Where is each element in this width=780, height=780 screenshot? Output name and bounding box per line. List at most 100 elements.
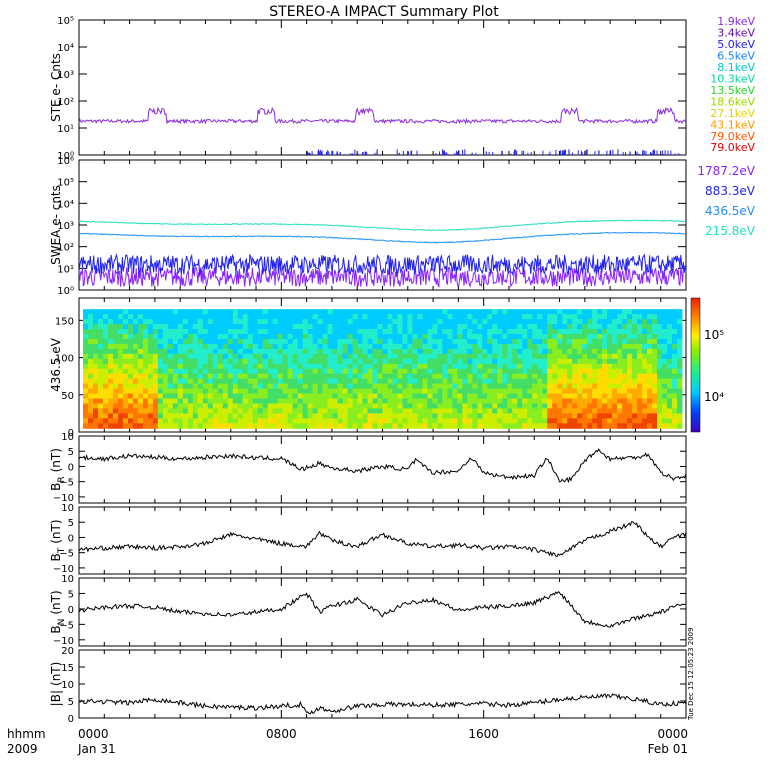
heatmap-cell xyxy=(112,358,119,365)
heatmap-cell xyxy=(192,319,199,325)
heatmap-cell xyxy=(382,338,388,345)
heatmap-cell xyxy=(562,324,568,330)
heatmap-cell xyxy=(207,353,214,360)
heatmap-cell xyxy=(257,314,264,320)
heatmap-cell xyxy=(677,368,683,375)
heatmap-cell xyxy=(407,363,413,370)
heatmap-cell xyxy=(607,403,613,409)
heatmap-cell xyxy=(462,378,468,385)
heatmap-cell xyxy=(227,418,234,424)
heatmap-cell xyxy=(87,418,94,424)
heatmap-cell xyxy=(392,333,398,340)
heatmap-cell xyxy=(552,378,558,385)
heatmap-cell xyxy=(117,388,124,395)
heatmap-cell xyxy=(602,324,608,330)
heatmap-cell xyxy=(432,418,438,424)
heatmap-cell xyxy=(287,338,294,345)
heatmap-cell xyxy=(597,314,603,320)
heatmap-cell xyxy=(182,333,189,340)
heatmap-cell xyxy=(397,373,403,380)
heatmap-cell xyxy=(582,348,588,355)
heatmap-cell xyxy=(647,324,653,330)
heatmap-cell xyxy=(447,413,453,419)
heatmap-cell xyxy=(527,393,533,399)
heatmap-cell xyxy=(467,403,473,409)
heatmap-cell xyxy=(112,388,119,395)
heatmap-cell xyxy=(142,368,149,375)
heatmap-cell xyxy=(622,393,628,399)
heatmap-cell xyxy=(612,378,618,385)
heatmap-cell xyxy=(662,388,668,395)
heatmap-cell xyxy=(457,343,463,350)
heatmap-cell xyxy=(437,338,443,345)
heatmap-cell xyxy=(292,333,299,340)
heatmap-cell xyxy=(677,358,683,365)
heatmap-cell xyxy=(397,403,403,409)
heatmap-cell xyxy=(582,393,588,399)
heatmap-cell xyxy=(92,393,99,399)
heatmap-cell xyxy=(147,418,154,424)
heatmap-cell xyxy=(367,403,374,409)
heatmap-cell xyxy=(517,418,523,424)
heatmap-cell xyxy=(517,358,523,365)
heatmap-cell xyxy=(647,393,653,399)
heatmap-cell xyxy=(392,348,398,355)
heatmap-cell xyxy=(172,353,179,360)
heatmap-cell xyxy=(142,329,149,335)
heatmap-cell xyxy=(507,383,513,390)
heatmap-cell xyxy=(302,348,309,355)
heatmap-cell xyxy=(247,403,254,409)
heatmap-cell xyxy=(442,398,448,404)
heatmap-cell xyxy=(367,358,374,365)
heatmap-cell xyxy=(87,353,94,360)
heatmap-cell xyxy=(167,363,174,370)
legend-entry: 215.8eV xyxy=(705,224,756,238)
heatmap-cell xyxy=(562,378,568,385)
heatmap-cell xyxy=(392,418,398,424)
heatmap-cell xyxy=(527,324,533,330)
heatmap-cell xyxy=(477,383,483,390)
heatmap-cell xyxy=(592,338,598,345)
heatmap-cell xyxy=(562,413,568,419)
heatmap-cell xyxy=(442,368,448,375)
heatmap-cell xyxy=(672,353,678,360)
heatmap-cell xyxy=(372,333,379,340)
heatmap-cell xyxy=(387,398,393,404)
heatmap-cell xyxy=(132,324,139,330)
heatmap-cell xyxy=(167,319,174,325)
heatmap-cell xyxy=(422,368,428,375)
heatmap-cell xyxy=(592,363,598,370)
heatmap-cell xyxy=(287,408,294,414)
heatmap-cell xyxy=(372,348,379,355)
heatmap-cell xyxy=(617,353,623,360)
heatmap-cell xyxy=(377,418,383,424)
heatmap-cell xyxy=(482,314,488,320)
heatmap-cell xyxy=(312,373,319,380)
heatmap-cell xyxy=(337,378,344,385)
heatmap-cell xyxy=(417,314,423,320)
heatmap-cell xyxy=(162,343,169,350)
heatmap-cell xyxy=(357,348,364,355)
heatmap-cell xyxy=(427,408,433,414)
heatmap-cell xyxy=(627,393,633,399)
heatmap-cell xyxy=(422,333,428,340)
heatmap-cell xyxy=(502,324,508,330)
heatmap-cell xyxy=(677,348,683,355)
heatmap-cell xyxy=(507,403,513,409)
heatmap-cell xyxy=(197,348,204,355)
heatmap-cell xyxy=(222,353,229,360)
heatmap-cell xyxy=(357,319,364,325)
heatmap-cell xyxy=(592,358,598,365)
heatmap-cell xyxy=(282,363,289,370)
heatmap-cell xyxy=(427,319,433,325)
heatmap-cell xyxy=(467,314,473,320)
heatmap-cell xyxy=(187,363,194,370)
heatmap-cell xyxy=(422,418,428,424)
heatmap-cell xyxy=(437,363,443,370)
heatmap-cell xyxy=(432,314,438,320)
heatmap-cell xyxy=(322,408,329,414)
heatmap-cell xyxy=(472,324,478,330)
heatmap-cell xyxy=(262,403,269,409)
heatmap-cell xyxy=(322,363,329,370)
y-tick-label: 10⁶ xyxy=(57,156,74,167)
